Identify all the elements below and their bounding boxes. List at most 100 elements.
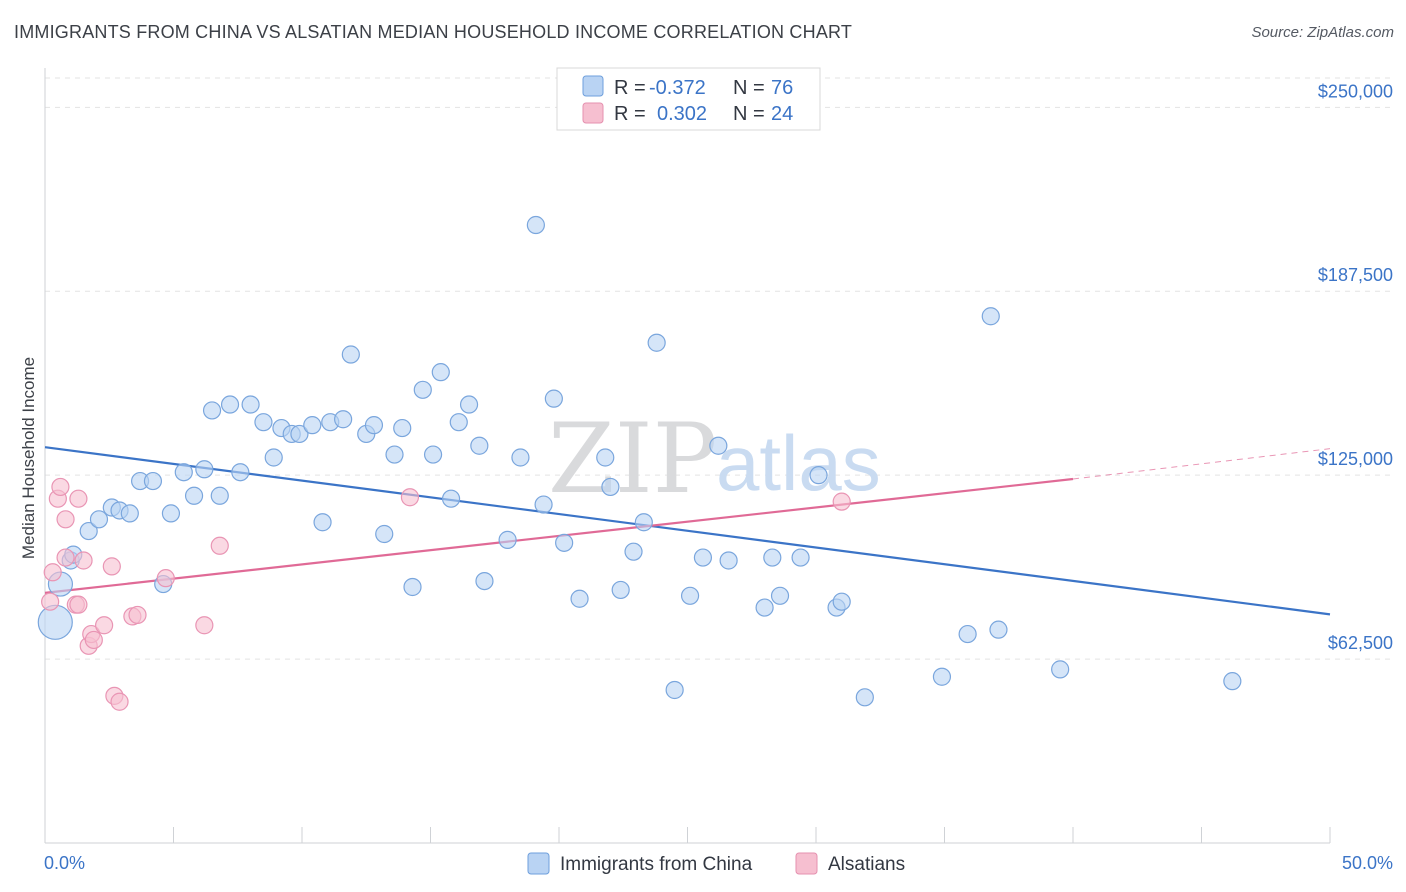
- x-tick-label-min: 0.0%: [44, 853, 85, 873]
- legend-blue-n-value: 76: [771, 77, 793, 99]
- legend-blue-r-label: R =: [614, 77, 646, 99]
- x-tick-label-max: 50.0%: [1342, 853, 1393, 873]
- point-alsatian: [110, 692, 129, 711]
- point-china: [763, 548, 782, 567]
- point-china: [832, 592, 851, 611]
- data-points: [37, 215, 1242, 711]
- point-china: [470, 436, 489, 455]
- y-tick-label: $187,500: [1318, 265, 1393, 285]
- point-china: [161, 504, 181, 523]
- point-alsatian: [56, 548, 75, 567]
- point-china: [375, 524, 394, 544]
- point-alsatian: [195, 616, 214, 635]
- point-china: [37, 604, 73, 640]
- point-alsatian: [43, 563, 62, 582]
- point-china: [313, 513, 332, 532]
- bottom-legend: Immigrants from China Alsatians: [527, 852, 905, 875]
- point-china: [195, 460, 214, 479]
- point-china: [555, 533, 574, 552]
- point-alsatian: [210, 536, 229, 555]
- point-china: [693, 548, 713, 567]
- point-china: [423, 445, 443, 464]
- legend-blue-n-label: N =: [733, 77, 765, 99]
- point-alsatian: [51, 477, 70, 497]
- watermark-zip: ZIP: [548, 403, 717, 515]
- point-china: [601, 477, 620, 497]
- point-china: [385, 445, 404, 464]
- bottom-legend-pink-label: Alsatians: [828, 854, 905, 875]
- point-china: [981, 307, 1000, 326]
- point-china: [431, 363, 450, 382]
- point-alsatian: [74, 551, 93, 570]
- point-china: [544, 389, 563, 408]
- point-china: [932, 667, 952, 686]
- point-alsatian: [56, 510, 75, 529]
- point-china: [220, 395, 240, 414]
- point-china: [334, 410, 353, 429]
- point-china: [855, 688, 874, 707]
- point-china: [770, 586, 790, 605]
- point-china: [475, 571, 494, 591]
- legend-pink-n-value: 24: [771, 103, 793, 125]
- point-china: [596, 448, 615, 467]
- axes: [44, 68, 1331, 844]
- point-china: [755, 598, 774, 617]
- point-china: [1051, 660, 1070, 679]
- point-china: [647, 333, 666, 352]
- point-china: [511, 448, 530, 467]
- point-china: [403, 577, 422, 597]
- point-china: [441, 489, 461, 508]
- point-alsatian: [832, 492, 851, 511]
- point-china: [680, 586, 700, 605]
- point-alsatian: [41, 592, 60, 611]
- point-china: [120, 504, 139, 523]
- y-tick-label: $250,000: [1318, 81, 1393, 101]
- point-china: [79, 521, 98, 541]
- y-tick-labels: $62,500 $125,000 $187,500 $250,000: [1318, 81, 1393, 653]
- y-tick-label: $62,500: [1328, 633, 1393, 653]
- point-china: [449, 413, 468, 432]
- watermark: ZIP atlas: [548, 403, 881, 515]
- bottom-legend-swatch-blue: [527, 852, 550, 875]
- legend-pink-r-label: R =: [614, 103, 646, 125]
- point-china: [89, 510, 109, 529]
- point-china: [393, 418, 412, 438]
- point-china: [459, 395, 479, 414]
- y-tick-label: $125,000: [1318, 449, 1393, 469]
- point-china: [254, 413, 273, 432]
- legend-pink-r-value: 0.302: [657, 103, 707, 125]
- point-china: [958, 624, 977, 644]
- point-china: [634, 513, 653, 532]
- trend-line-china: [44, 446, 1331, 616]
- point-alsatian: [69, 595, 88, 614]
- source-label: Source: ZipAtlas.com: [1251, 24, 1394, 41]
- point-china: [1223, 672, 1242, 691]
- point-china: [184, 486, 204, 505]
- point-alsatian: [156, 569, 175, 588]
- trend-line-extension: [1072, 448, 1331, 480]
- point-china: [210, 486, 229, 505]
- point-china: [174, 463, 193, 482]
- chart-title: IMMIGRANTS FROM CHINA VS ALSATIAN MEDIAN…: [14, 22, 853, 42]
- point-china: [303, 416, 322, 435]
- point-alsatian: [69, 489, 88, 508]
- watermark-atlas: atlas: [716, 419, 881, 507]
- y-axis-label: Median Household Income: [19, 357, 38, 559]
- point-china: [570, 589, 589, 608]
- top-legend: R = -0.372 N = 76 R = 0.302 N = 24: [556, 67, 821, 131]
- point-china: [709, 436, 728, 455]
- point-china: [624, 542, 643, 561]
- x-tick-labels: 0.0% 50.0%: [44, 853, 1393, 873]
- point-china: [526, 215, 545, 235]
- point-alsatian: [102, 557, 121, 576]
- point-china: [241, 395, 260, 414]
- point-china: [611, 580, 630, 600]
- point-china: [143, 471, 163, 491]
- point-china: [719, 551, 738, 570]
- legend-swatch-pink: [582, 102, 604, 124]
- point-alsatian: [84, 630, 103, 650]
- bottom-legend-swatch-pink: [795, 852, 818, 875]
- point-china: [809, 466, 828, 485]
- point-china: [989, 620, 1008, 639]
